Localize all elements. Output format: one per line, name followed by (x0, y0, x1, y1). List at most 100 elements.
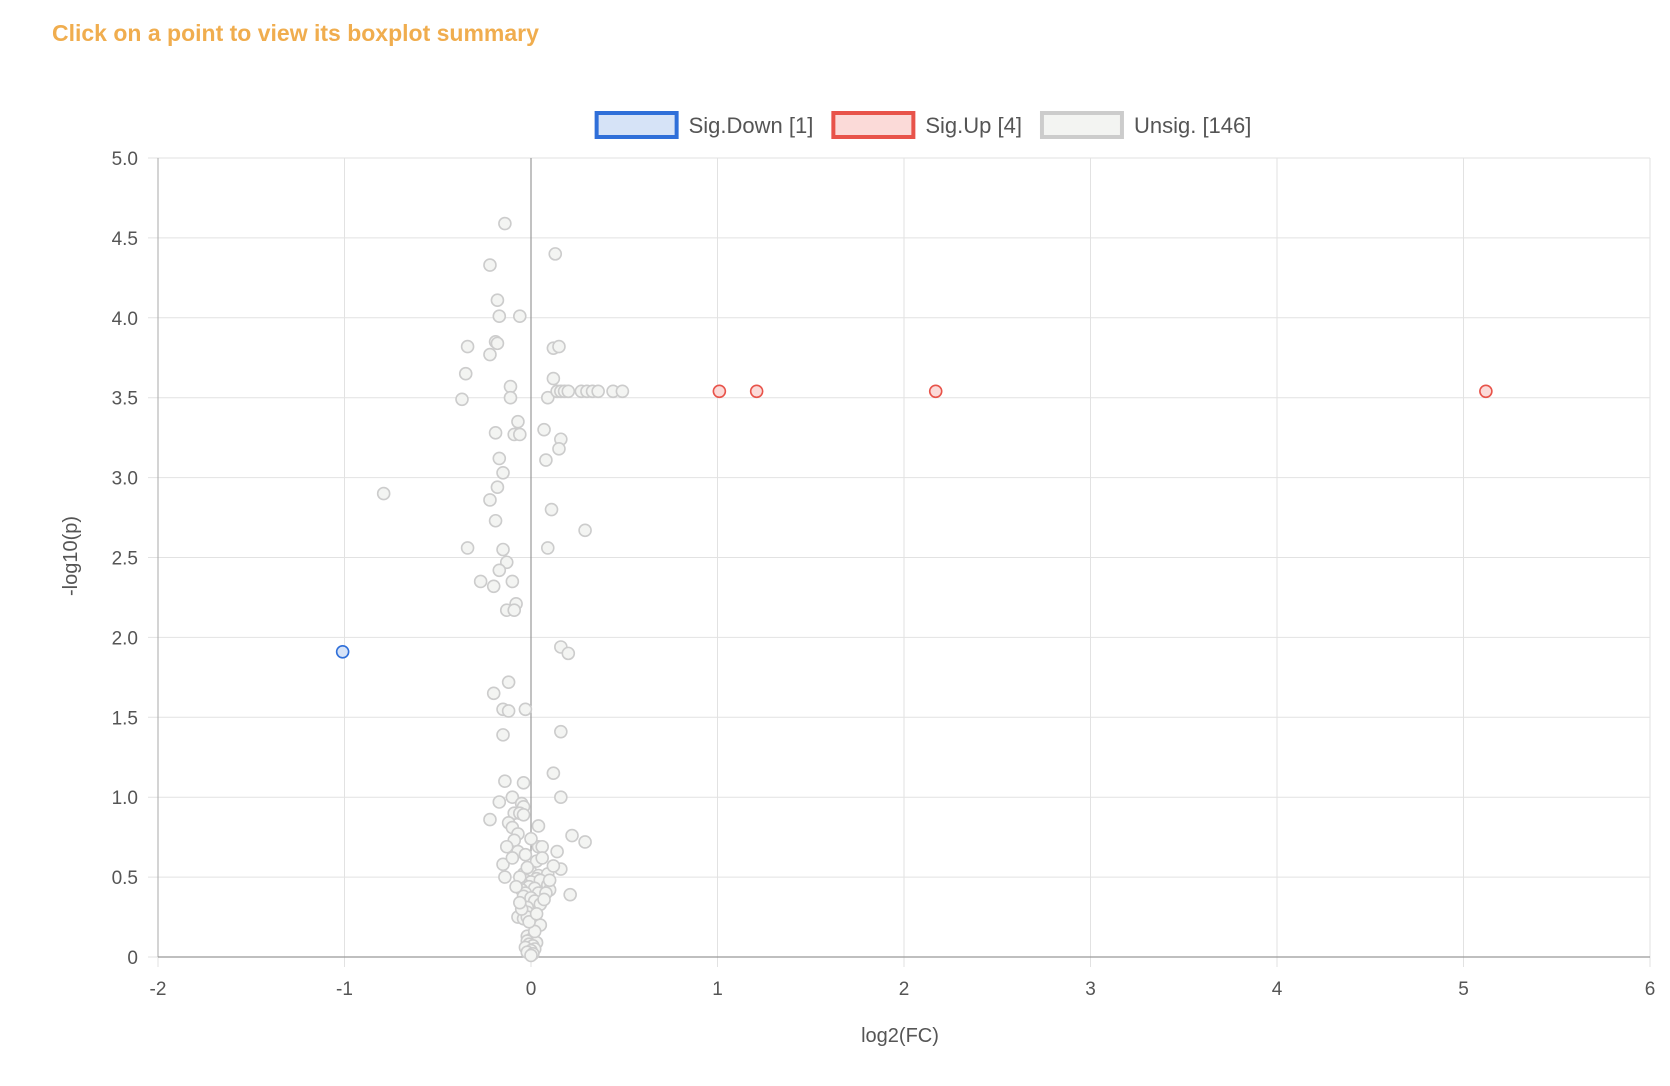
legend-label: Unsig. [146] (1134, 113, 1251, 138)
data-point[interactable] (544, 502, 559, 517)
y-tick-label: 1.5 (112, 708, 138, 729)
data-point[interactable] (496, 466, 510, 480)
data-point[interactable] (561, 646, 576, 661)
data-point[interactable] (505, 574, 520, 589)
data-point[interactable] (537, 422, 551, 437)
data-point[interactable] (591, 384, 605, 399)
data-point[interactable] (1479, 384, 1493, 399)
data-point[interactable] (492, 309, 507, 324)
data-point[interactable] (507, 603, 522, 618)
data-point[interactable] (488, 426, 503, 440)
data-point[interactable] (513, 895, 527, 910)
data-point[interactable] (524, 948, 538, 963)
data-point[interactable] (492, 451, 507, 466)
data-point[interactable] (460, 339, 475, 354)
data-point[interactable] (539, 453, 553, 467)
data-points[interactable] (335, 216, 1493, 963)
y-axis-ticks: 0 0.5 1.0 1.5 2.0 2.5 3.0 3.5 4.0 4.5 5.0 (112, 149, 138, 969)
data-point[interactable] (537, 892, 551, 907)
data-point[interactable] (540, 541, 555, 555)
data-point[interactable] (548, 247, 563, 261)
x-axis-ticks: -2 -1 0 1 2 3 4 5 6 (150, 979, 1656, 1000)
data-point[interactable] (513, 427, 527, 442)
data-point[interactable] (552, 339, 566, 354)
data-point[interactable] (546, 859, 561, 873)
data-point[interactable] (490, 293, 505, 308)
data-point[interactable] (492, 563, 507, 578)
data-point[interactable] (483, 258, 497, 272)
data-point[interactable] (486, 686, 501, 701)
data-point[interactable] (928, 384, 943, 399)
data-point[interactable] (473, 574, 488, 589)
data-point[interactable] (546, 371, 561, 386)
data-point[interactable] (524, 831, 538, 846)
data-point[interactable] (483, 812, 497, 827)
data-point[interactable] (505, 790, 520, 805)
data-point[interactable] (561, 384, 576, 399)
x-tick-label: 4 (1272, 979, 1283, 1000)
data-point[interactable] (496, 728, 510, 742)
data-point[interactable] (490, 336, 505, 351)
data-point[interactable] (531, 819, 546, 833)
data-point[interactable] (578, 523, 592, 538)
data-point[interactable] (501, 675, 516, 689)
legend-item[interactable]: Unsig. [146] (1039, 111, 1251, 139)
y-tick-label: 0.5 (112, 868, 138, 889)
legend-swatch (594, 111, 679, 139)
data-point[interactable] (376, 486, 391, 501)
y-tick-label: 5.0 (112, 149, 138, 170)
data-point[interactable] (503, 390, 518, 405)
data-point[interactable] (490, 480, 505, 494)
data-point[interactable] (565, 828, 579, 843)
data-point[interactable] (501, 704, 516, 718)
data-point[interactable] (498, 216, 512, 231)
data-point[interactable] (518, 847, 533, 862)
data-point[interactable] (505, 851, 520, 865)
data-point[interactable] (516, 776, 531, 790)
data-point[interactable] (554, 724, 568, 739)
data-point[interactable] (552, 442, 566, 456)
data-point[interactable] (529, 907, 544, 921)
data-point[interactable] (554, 790, 568, 805)
data-point[interactable] (458, 366, 473, 381)
data-point[interactable] (460, 541, 475, 555)
data-point[interactable] (483, 493, 497, 507)
data-point[interactable] (535, 851, 549, 865)
y-tick-label: 4.0 (112, 309, 138, 330)
data-point[interactable] (520, 860, 535, 875)
data-point[interactable] (542, 873, 557, 888)
data-point[interactable] (496, 857, 510, 872)
data-point[interactable] (546, 766, 561, 781)
data-point[interactable] (483, 347, 497, 362)
data-point[interactable] (488, 513, 503, 528)
legend-item[interactable]: Sig.Up [4] (831, 111, 1022, 139)
legend-label: Sig.Down [1] (689, 113, 814, 138)
data-point[interactable] (516, 807, 531, 822)
data-point[interactable] (513, 309, 527, 324)
data-point[interactable] (563, 887, 577, 902)
legend[interactable]: Sig.Down [1] Sig.Up [4] Unsig. [146] (594, 111, 1252, 139)
data-point[interactable] (749, 384, 764, 399)
data-point[interactable] (550, 844, 564, 859)
data-point[interactable] (540, 390, 555, 405)
y-tick-label: 4.5 (112, 229, 138, 250)
data-point[interactable] (499, 839, 514, 854)
data-point[interactable] (535, 839, 549, 854)
data-point[interactable] (712, 384, 727, 399)
legend-swatch (1039, 111, 1124, 139)
data-point[interactable] (455, 392, 469, 407)
legend-label: Sig.Up [4] (925, 113, 1022, 138)
data-point[interactable] (492, 795, 507, 809)
data-point[interactable] (486, 579, 501, 594)
data-point[interactable] (498, 774, 512, 789)
data-point[interactable] (335, 644, 350, 659)
data-point[interactable] (498, 870, 512, 884)
data-point[interactable] (578, 835, 592, 849)
data-point[interactable] (511, 414, 525, 429)
data-point[interactable] (496, 542, 510, 557)
data-point[interactable] (518, 702, 533, 717)
data-point[interactable] (509, 879, 523, 894)
data-point[interactable] (503, 379, 518, 394)
legend-item[interactable]: Sig.Down [1] (594, 111, 814, 139)
data-point[interactable] (615, 384, 630, 399)
